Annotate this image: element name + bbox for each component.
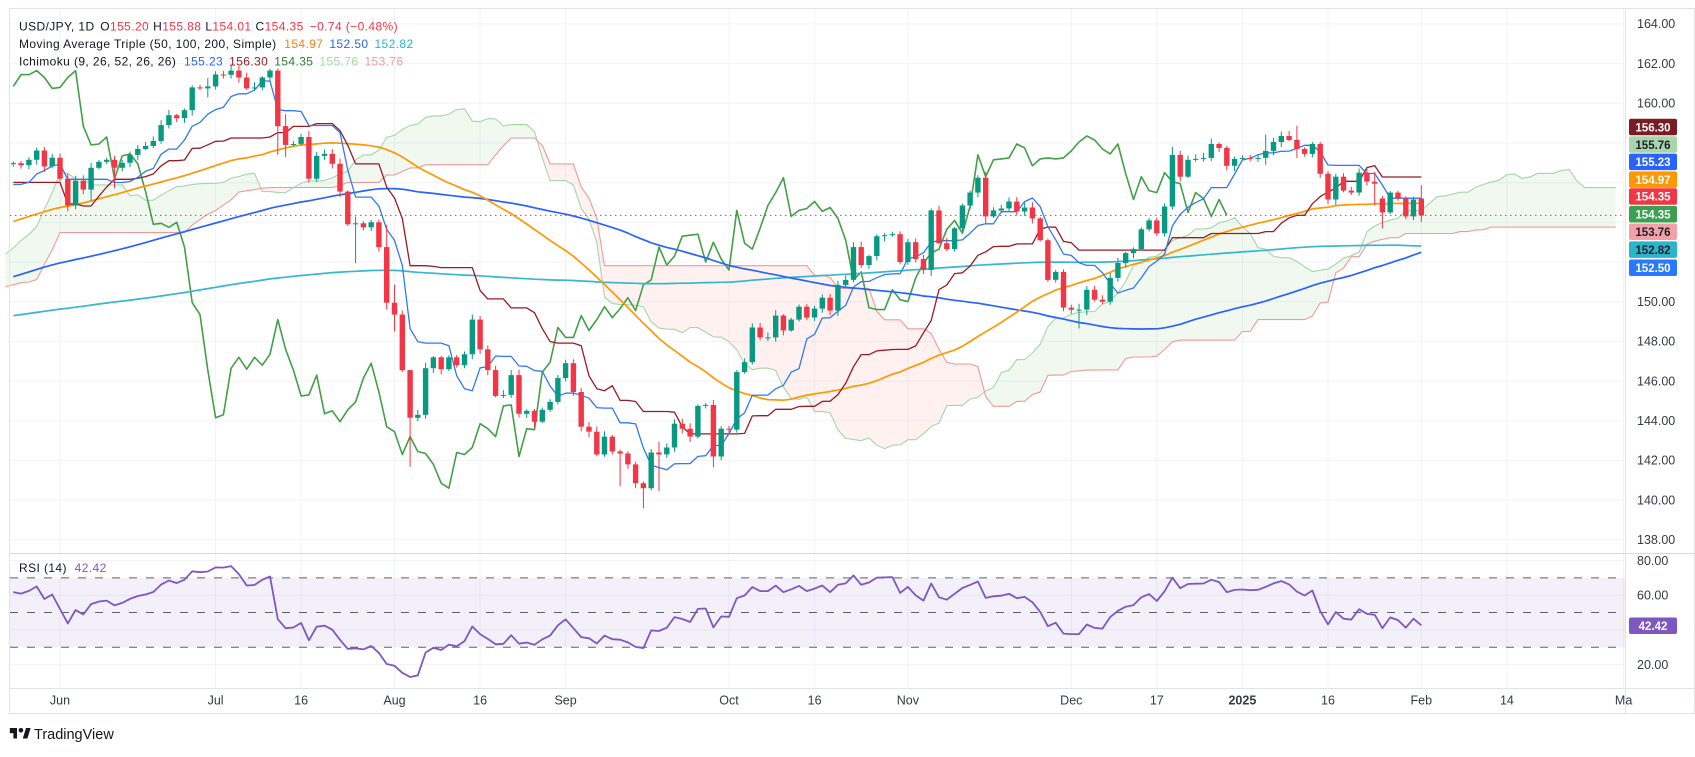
svg-text:16: 16 — [808, 694, 822, 708]
svg-text:80.00: 80.00 — [1637, 554, 1668, 568]
svg-text:16: 16 — [473, 694, 487, 708]
svg-text:60.00: 60.00 — [1637, 589, 1668, 603]
svg-text:146.00: 146.00 — [1637, 374, 1675, 388]
svg-text:150.00: 150.00 — [1637, 295, 1675, 309]
svg-text:144.00: 144.00 — [1637, 414, 1675, 428]
svg-text:16: 16 — [1321, 694, 1335, 708]
svg-text:160.00: 160.00 — [1637, 97, 1675, 111]
svg-text:152.82: 152.82 — [1635, 245, 1670, 257]
svg-text:156.30: 156.30 — [1635, 122, 1670, 134]
svg-text:RSI (14) 42.42: RSI (14) 42.42 — [19, 561, 107, 575]
svg-text:155.23: 155.23 — [1635, 157, 1670, 169]
svg-text:20.00: 20.00 — [1637, 658, 1668, 672]
svg-text:Moving Average Triple (50, 100: Moving Average Triple (50, 100, 200, Sim… — [19, 37, 414, 51]
svg-text:Ichimoku (9, 26, 52, 26, 26) 1: Ichimoku (9, 26, 52, 26, 26) 155.23 156.3… — [19, 54, 404, 68]
svg-text:Ma: Ma — [1615, 694, 1632, 708]
svg-text:153.76: 153.76 — [1635, 227, 1670, 239]
svg-text:155.76: 155.76 — [1635, 140, 1670, 152]
svg-text:142.00: 142.00 — [1637, 454, 1675, 468]
svg-text:Dec: Dec — [1060, 694, 1082, 708]
svg-text:138.00: 138.00 — [1637, 533, 1675, 547]
svg-text:154.35: 154.35 — [1635, 192, 1671, 204]
svg-text:Aug: Aug — [383, 694, 405, 708]
svg-text:Nov: Nov — [897, 694, 920, 708]
svg-text:TradingView: TradingView — [34, 727, 114, 743]
svg-text:Feb: Feb — [1411, 694, 1433, 708]
svg-text:2025: 2025 — [1228, 694, 1256, 708]
svg-text:154.97: 154.97 — [1635, 175, 1670, 187]
svg-text:162.00: 162.00 — [1637, 57, 1675, 71]
svg-text:154.35: 154.35 — [1635, 210, 1671, 222]
svg-text:Jul: Jul — [208, 694, 224, 708]
svg-text:17: 17 — [1150, 694, 1164, 708]
svg-text:152.50: 152.50 — [1635, 263, 1670, 275]
svg-text:16: 16 — [294, 694, 308, 708]
svg-text:148.00: 148.00 — [1637, 335, 1675, 349]
svg-text:164.00: 164.00 — [1637, 17, 1675, 31]
svg-text:14: 14 — [1500, 694, 1514, 708]
svg-text:Jun: Jun — [50, 694, 70, 708]
svg-text:Oct: Oct — [719, 694, 739, 708]
svg-text:42.42: 42.42 — [1639, 621, 1668, 633]
svg-text:Sep: Sep — [554, 694, 576, 708]
svg-text:140.00: 140.00 — [1637, 493, 1675, 507]
